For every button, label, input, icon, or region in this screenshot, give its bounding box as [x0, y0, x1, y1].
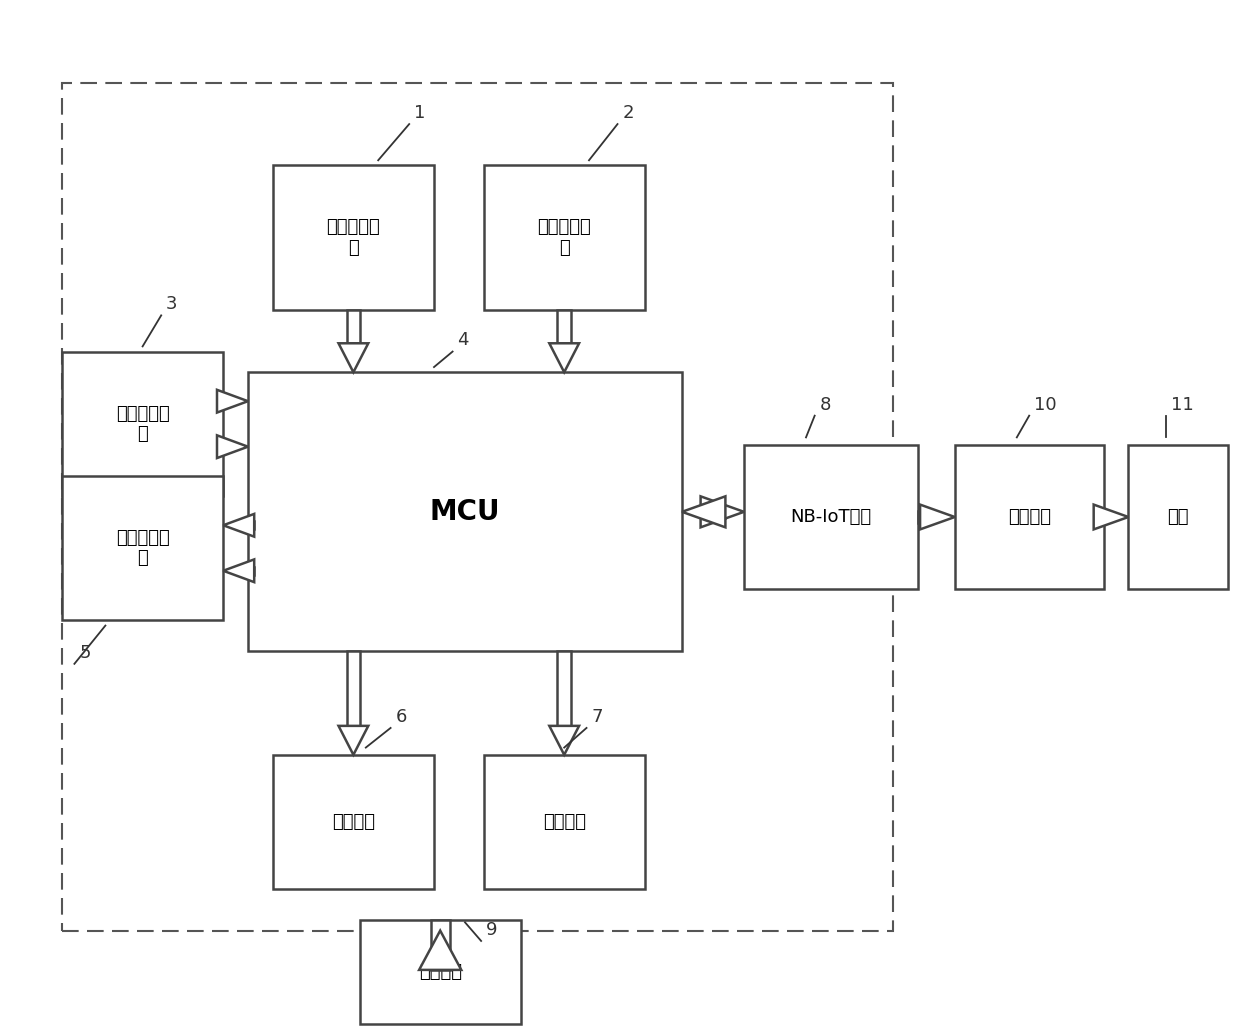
Bar [484, 755, 645, 889]
Polygon shape [223, 514, 254, 537]
Polygon shape [217, 435, 248, 458]
Bar [62, 476, 223, 620]
Polygon shape [1094, 505, 1128, 529]
Text: 4: 4 [458, 332, 469, 349]
Text: 云服务器: 云服务器 [1008, 508, 1050, 526]
Polygon shape [339, 726, 368, 755]
Text: 2: 2 [622, 104, 634, 122]
Polygon shape [549, 726, 579, 755]
Text: 9: 9 [486, 921, 497, 939]
Text: NB-IoT模块: NB-IoT模块 [790, 508, 872, 526]
Text: MCU: MCU [430, 497, 500, 526]
Polygon shape [217, 390, 248, 413]
Bar [432, 920, 449, 970]
Text: 电源模块: 电源模块 [419, 963, 461, 981]
Bar [918, 512, 920, 523]
Text: 1: 1 [414, 104, 425, 122]
Bar [701, 507, 725, 518]
Bar [273, 755, 434, 889]
Bar [217, 397, 223, 405]
Polygon shape [223, 559, 254, 582]
Bar [347, 651, 361, 726]
Text: 湿度监测模
块: 湿度监测模 块 [537, 218, 591, 257]
Text: 状态显示模
块: 状态显示模 块 [115, 528, 170, 568]
Text: 8: 8 [820, 396, 831, 414]
Bar [484, 165, 645, 310]
Bar [1128, 445, 1228, 589]
Polygon shape [701, 496, 744, 527]
Bar [744, 445, 918, 589]
Text: 温度检测模
块: 温度检测模 块 [326, 218, 381, 257]
Text: 7: 7 [591, 708, 603, 726]
Polygon shape [920, 505, 955, 529]
Text: 终端: 终端 [1167, 508, 1189, 526]
Bar [62, 352, 223, 496]
Text: 6: 6 [396, 708, 407, 726]
Bar [347, 310, 361, 343]
Bar [273, 165, 434, 310]
Bar [248, 567, 254, 575]
Polygon shape [549, 343, 579, 372]
Bar [248, 521, 254, 529]
Bar [558, 651, 570, 726]
Text: 3: 3 [166, 296, 177, 313]
Bar [360, 920, 521, 1024]
Bar [558, 310, 570, 343]
Polygon shape [419, 931, 461, 970]
Polygon shape [339, 343, 368, 372]
Bar [955, 445, 1104, 589]
Bar [217, 443, 223, 451]
Bar [1094, 512, 1104, 523]
Bar [62, 83, 893, 931]
Text: 5: 5 [79, 644, 91, 662]
Polygon shape [682, 496, 725, 527]
Text: 气体监测模
块: 气体监测模 块 [115, 404, 170, 444]
Text: 11: 11 [1171, 396, 1193, 414]
Text: 10: 10 [1034, 396, 1056, 414]
Text: 通风系统: 通风系统 [332, 813, 374, 831]
Bar [248, 372, 682, 651]
Text: 调温系统: 调温系统 [543, 813, 585, 831]
